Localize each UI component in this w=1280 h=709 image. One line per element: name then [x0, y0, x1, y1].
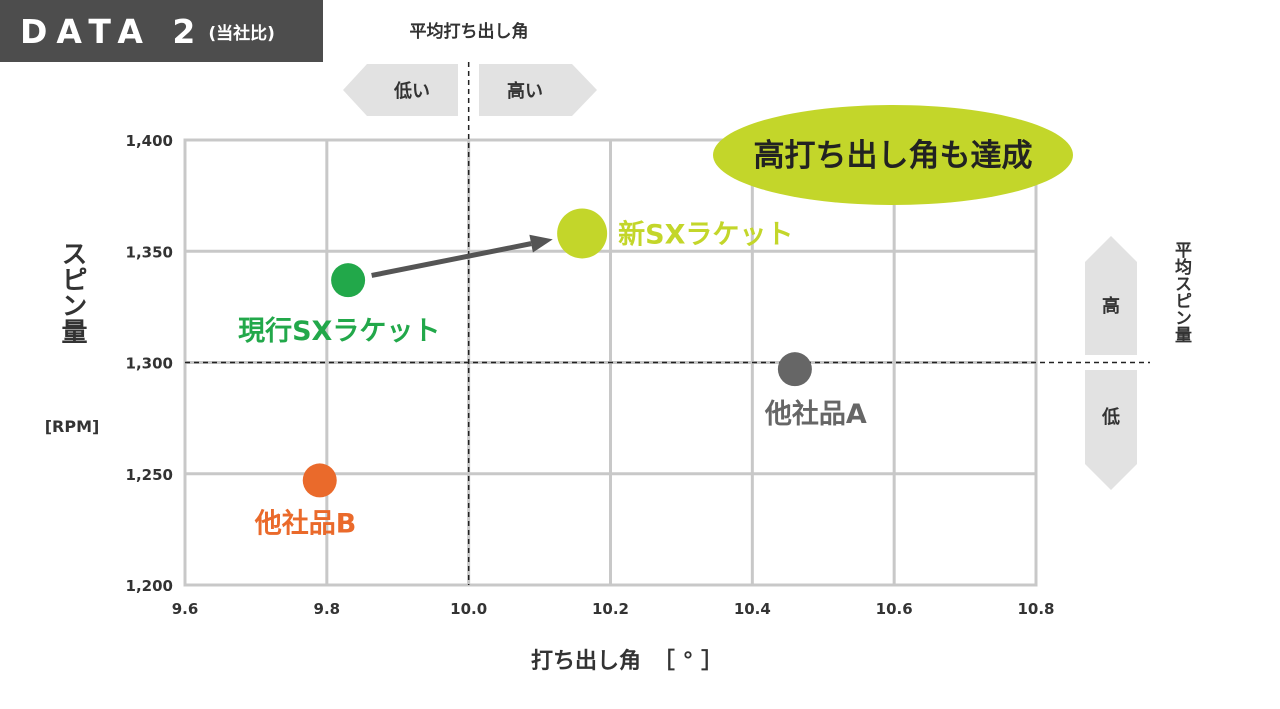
point-current-sx: [331, 263, 366, 298]
header-title: DATA 2: [20, 11, 205, 51]
x-tick-label: 10.0: [450, 600, 487, 618]
y-tick-label: 1,250: [126, 466, 173, 484]
x-axis-label: 打ち出し角: [531, 648, 641, 674]
improvement-arrow-head: [529, 234, 553, 253]
axis-ticks: 9.6 9.8 10.0 10.2 10.4 10.6 10.8 1,200 1,250 1,30…: [126, 132, 1055, 618]
high-spin-label: 高: [1102, 295, 1120, 317]
x-tick-label: 10.2: [592, 600, 629, 618]
y-axis-label: スピン量: [57, 240, 87, 344]
point-competitor-a-label: 他社品A: [764, 398, 867, 430]
low-angle-arrow: [343, 64, 458, 116]
improvement-arrow-shaft: [371, 241, 532, 278]
y-tick-label: 1,200: [126, 577, 173, 595]
x-tick-label: 10.8: [1017, 600, 1054, 618]
x-axis-unit: ［ ° ］: [653, 648, 723, 674]
callout-bubble: [713, 105, 1073, 205]
y-tick-label: 1,400: [126, 132, 173, 150]
header-badge: DATA 2 (当社比): [0, 0, 323, 62]
point-new-sx: [557, 208, 608, 259]
header-subtitle: (当社比): [208, 23, 275, 44]
x-tick-label: 10.4: [734, 600, 771, 618]
x-tick-label: 9.6: [172, 600, 199, 618]
avg-launch-angle-label: 平均打ち出し角: [410, 21, 529, 42]
point-current-sx-label: 現行SXラケット: [238, 315, 440, 347]
high-spin-arrow: [1085, 236, 1137, 355]
y-tick-label: 1,350: [126, 243, 173, 261]
x-tick-label: 9.8: [314, 600, 341, 618]
high-angle-label: 高い: [507, 80, 543, 102]
point-competitor-b: [302, 463, 337, 498]
point-new-sx-label: 新SXラケット: [618, 218, 793, 250]
avg-spin-label: 平均スピン量: [1171, 241, 1192, 343]
point-competitor-b-label: 他社品B: [254, 507, 357, 539]
low-spin-arrow: [1085, 370, 1137, 490]
callout-text: 高打ち出し角も達成: [754, 138, 1033, 174]
x-tick-label: 10.6: [876, 600, 913, 618]
y-tick-label: 1,300: [126, 355, 173, 373]
high-angle-arrow: [479, 64, 597, 116]
y-axis-unit: [RPM]: [45, 417, 100, 436]
reference-lines: [185, 62, 1150, 585]
low-spin-label: 低: [1101, 406, 1120, 428]
point-competitor-a: [777, 352, 812, 387]
low-angle-label: 低い: [393, 80, 430, 102]
